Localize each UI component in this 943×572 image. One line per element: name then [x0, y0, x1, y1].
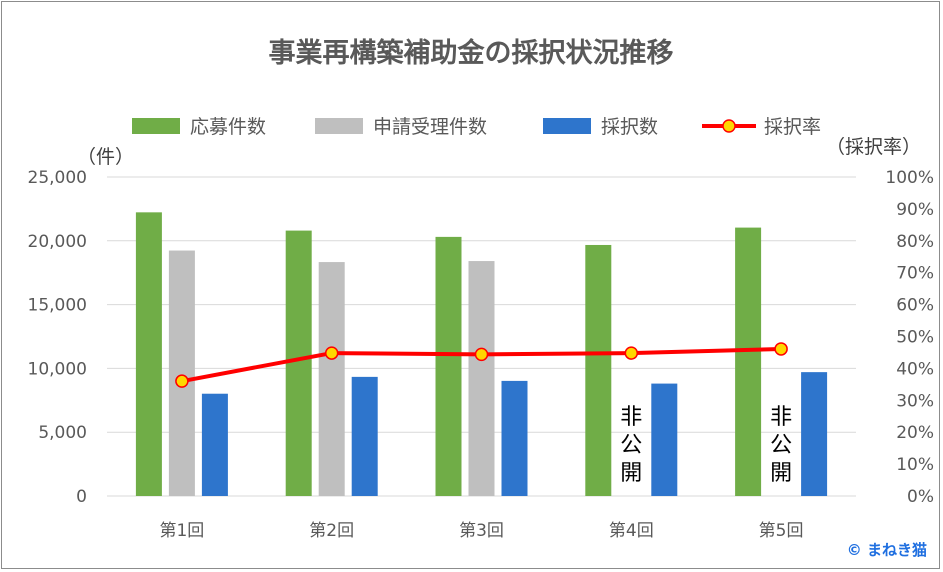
bar: [735, 227, 762, 497]
bar: [351, 376, 378, 496]
left-tick-label: 10,000: [28, 359, 87, 379]
bar: [651, 383, 678, 496]
chart-legend: 応募件数 申請受理件数 採択数 採択率: [132, 116, 821, 138]
category-label: 第2回: [309, 521, 354, 541]
right-tick-label: 10%: [896, 455, 934, 475]
bar: [318, 262, 345, 496]
rate-point: [175, 374, 189, 388]
rate-point: [774, 342, 788, 356]
right-tick-label: 20%: [896, 423, 934, 443]
category-label: 第4回: [609, 521, 654, 541]
right-tick-label: 70%: [896, 264, 934, 284]
left-tick-label: 0: [76, 487, 87, 507]
bar: [585, 244, 612, 496]
left-tick-label: 25,000: [28, 168, 87, 188]
right-tick-label: 0%: [907, 487, 934, 507]
category-labels: 第1回 第2回 第3回 第4回 第5回: [159, 521, 803, 541]
legend-swatch: [132, 118, 180, 134]
bar: [201, 393, 228, 496]
bar: [801, 372, 828, 496]
legend-swatch: [315, 118, 363, 134]
left-tick-label: 5,000: [38, 423, 87, 443]
legend-label: 申請受理件数: [373, 116, 487, 138]
left-tick-label: 20,000: [28, 232, 87, 252]
bar: [168, 250, 195, 496]
left-axis: 0 5,000 10,000 15,000 20,000 25,000: [28, 168, 87, 507]
legend-label: 応募件数: [190, 116, 266, 138]
right-axis: 0% 10% 20% 30% 40% 50% 60% 70% 80% 90% 100%: [885, 168, 934, 507]
right-tick-label: 60%: [896, 296, 934, 316]
chart-title: 事業再構築補助金の採択状況推移: [269, 37, 674, 69]
category-label: 第3回: [459, 521, 504, 541]
credit-label: © まねき猫: [847, 541, 927, 559]
legend-label: 採択数: [601, 116, 658, 138]
legend-marker: [722, 119, 736, 133]
annotations: 非公開 非公開: [620, 405, 792, 486]
right-axis-unit: （採択率）: [826, 136, 921, 158]
annotation-label: 非公開: [770, 405, 792, 486]
category-label: 第1回: [159, 521, 204, 541]
legend-label: 採択率: [764, 116, 821, 138]
rate-point: [324, 346, 339, 360]
bar: [468, 261, 495, 496]
left-axis-unit: （件）: [77, 146, 134, 168]
right-tick-label: 40%: [896, 359, 934, 379]
legend-swatch: [543, 118, 591, 134]
rate-point: [624, 346, 639, 360]
right-tick-label: 80%: [896, 232, 934, 252]
rate-line: [175, 342, 788, 388]
bar: [435, 236, 462, 496]
right-tick-label: 90%: [896, 200, 934, 220]
left-tick-label: 15,000: [28, 296, 87, 316]
bar: [285, 230, 312, 497]
right-tick-label: 30%: [896, 391, 934, 411]
bar: [501, 380, 528, 496]
rate-point: [474, 347, 489, 362]
category-label: 第5回: [759, 521, 804, 541]
bar: [135, 212, 162, 496]
right-tick-label: 50%: [896, 328, 934, 348]
right-tick-label: 100%: [885, 168, 934, 188]
bars: [135, 212, 828, 497]
annotation-label: 非公開: [620, 405, 642, 486]
